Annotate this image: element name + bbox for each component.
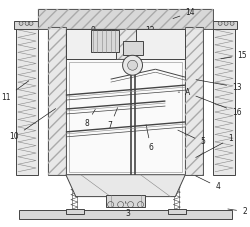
Bar	[38, 10, 213, 30]
Text: 9: 9	[91, 26, 106, 55]
Bar	[69, 62, 182, 172]
Bar	[185, 27, 203, 175]
Text: 10: 10	[10, 109, 56, 141]
Text: 7: 7	[108, 108, 118, 131]
Circle shape	[230, 21, 234, 25]
Text: 2: 2	[228, 207, 247, 216]
Bar	[136, 30, 185, 59]
Circle shape	[19, 21, 23, 25]
Bar	[14, 21, 40, 30]
Bar	[38, 10, 213, 30]
Bar	[91, 30, 118, 52]
Circle shape	[29, 21, 33, 25]
Circle shape	[218, 21, 222, 25]
Bar	[66, 30, 116, 59]
Circle shape	[122, 55, 142, 75]
Text: 11: 11	[2, 81, 29, 101]
Bar	[66, 30, 185, 59]
Circle shape	[25, 21, 29, 25]
Text: 14: 14	[173, 8, 195, 19]
Bar	[213, 25, 235, 175]
Text: 15: 15	[221, 51, 247, 60]
Text: 8: 8	[84, 109, 95, 128]
Bar	[66, 209, 84, 214]
Text: 6: 6	[146, 125, 153, 152]
Bar	[168, 209, 186, 214]
Bar	[106, 195, 146, 207]
Circle shape	[224, 21, 228, 25]
Bar	[16, 25, 38, 175]
Bar	[48, 27, 66, 175]
Text: 13: 13	[196, 80, 242, 92]
Bar	[19, 210, 232, 219]
Text: A: A	[178, 88, 190, 97]
Bar	[48, 27, 66, 175]
Bar	[66, 30, 185, 59]
Text: 3: 3	[126, 202, 130, 218]
Bar	[185, 27, 203, 175]
Bar	[211, 21, 237, 30]
Text: 1: 1	[196, 134, 233, 158]
Circle shape	[128, 60, 138, 70]
Bar	[66, 59, 185, 175]
Text: 4: 4	[196, 176, 220, 191]
Text: 5: 5	[178, 130, 205, 146]
Text: 12: 12	[135, 26, 155, 59]
Text: 16: 16	[196, 96, 242, 116]
Bar	[122, 41, 142, 55]
Polygon shape	[66, 175, 185, 197]
